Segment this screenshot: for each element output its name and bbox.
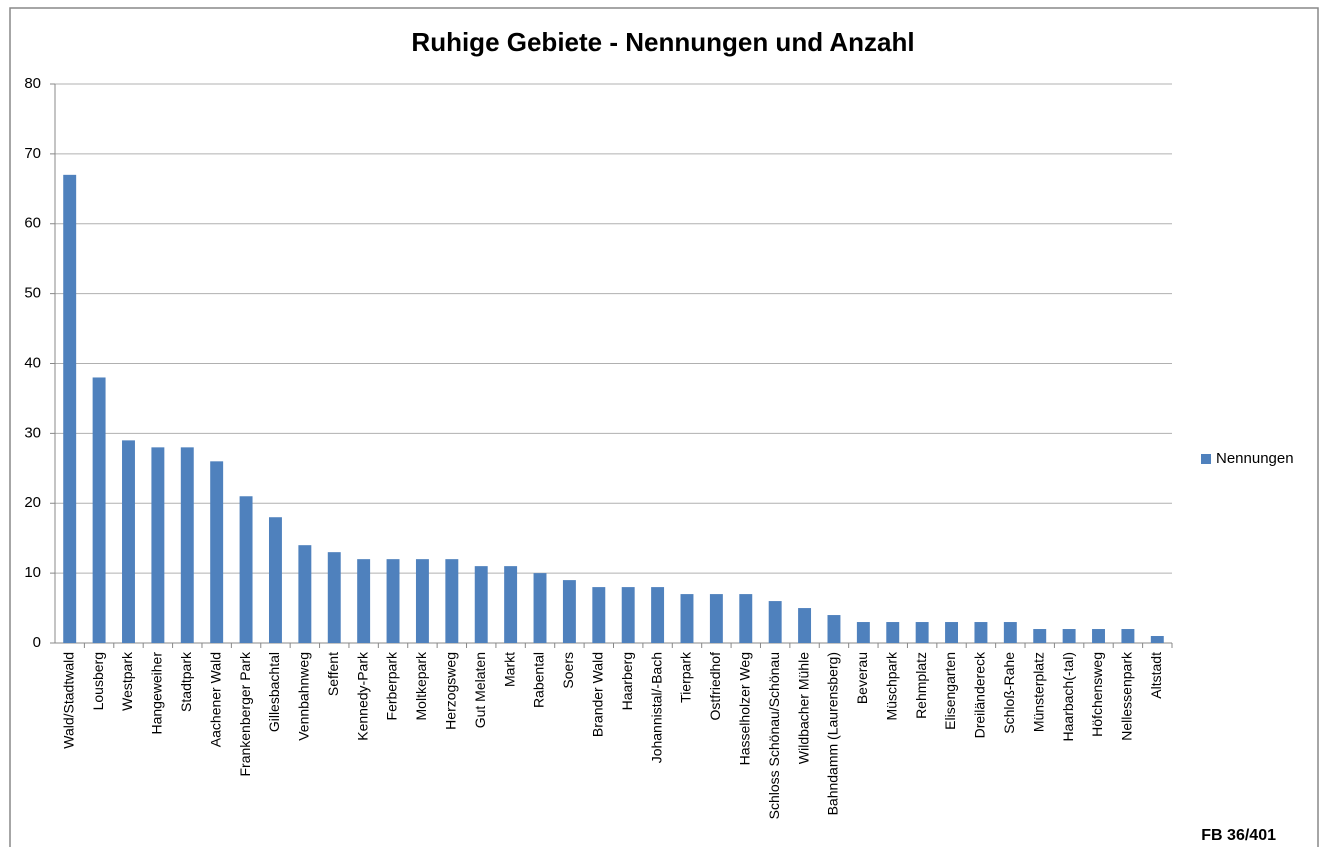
- x-tick-label: Soers: [560, 652, 576, 689]
- x-tick-label: Ferberpark: [384, 651, 400, 720]
- x-tick-label: Hangeweiher: [149, 652, 165, 735]
- x-tick-label: Dreiländereck: [972, 651, 988, 738]
- x-tick-label: Moltkepark: [413, 651, 429, 720]
- bar: [827, 615, 841, 643]
- bar: [856, 622, 870, 643]
- bar: [415, 559, 429, 643]
- bar: [180, 447, 194, 643]
- bar: [1150, 636, 1164, 643]
- x-tick-label: Höfchensweg: [1089, 652, 1105, 737]
- bar: [886, 622, 900, 643]
- x-tick-label: Münsterplatz: [1030, 652, 1046, 732]
- bar: [651, 587, 665, 643]
- x-tick-label: Aachener Wald: [207, 652, 223, 747]
- legend-label: Nennungen: [1216, 450, 1294, 467]
- bar: [327, 552, 341, 643]
- y-tick-label: 0: [33, 634, 41, 651]
- bar: [680, 594, 694, 643]
- y-tick-label: 60: [24, 215, 41, 232]
- y-tick-label: 80: [24, 75, 41, 92]
- footer: FB 36/401: [1201, 827, 1276, 844]
- x-tick-label: Ostfriedhof: [707, 652, 723, 721]
- bar: [386, 559, 400, 643]
- x-tick-label: Elisengarten: [942, 652, 958, 730]
- x-tick-label: Bahndamm (Laurensberg): [825, 652, 841, 815]
- x-tick-label: Schloß-Rahe: [1001, 652, 1017, 734]
- bar: [562, 580, 576, 643]
- x-tick-label: Schloss Schönau/Schönau: [766, 652, 782, 819]
- bar: [915, 622, 929, 643]
- y-tick-label: 40: [24, 354, 41, 371]
- x-tick-label: Hasselholzer Weg: [736, 652, 752, 765]
- bar: [592, 587, 606, 643]
- x-tick-label: Wald/Stadtwald: [60, 652, 76, 749]
- chart-frame: [9, 7, 1319, 847]
- x-tick-label: Kennedy-Park: [354, 651, 370, 741]
- bar: [122, 440, 135, 643]
- bar: [798, 608, 812, 643]
- bar: [709, 594, 723, 643]
- bar: [739, 594, 753, 643]
- legend-swatch: [1201, 454, 1211, 464]
- bar: [504, 566, 518, 643]
- x-tick-label: Markt: [501, 652, 517, 687]
- bar: [1121, 629, 1135, 643]
- x-tick-label: Rehmplatz: [913, 652, 929, 719]
- bar: [621, 587, 635, 643]
- bar: [151, 447, 165, 643]
- bar: [63, 174, 77, 643]
- bar: [210, 461, 224, 643]
- bar: [768, 601, 782, 643]
- x-tick-label: Wildbacher Mühle: [795, 652, 811, 764]
- bar: [474, 566, 488, 643]
- bar: [1092, 629, 1105, 643]
- bar: [445, 559, 459, 643]
- bar: [357, 559, 371, 643]
- y-tick-label: 50: [24, 285, 41, 302]
- x-tick-label: Gillesbachtal: [266, 652, 282, 732]
- x-tick-label: Tierpark: [678, 651, 694, 703]
- bar: [974, 622, 988, 643]
- x-tick-label: Haarberg: [619, 652, 635, 710]
- y-tick-label: 70: [24, 145, 41, 162]
- x-tick-label: Müschpark: [883, 651, 899, 720]
- x-tick-label: Vennbahnweg: [296, 652, 312, 741]
- x-tick-label: Rabental: [531, 652, 547, 708]
- bar: [533, 573, 547, 643]
- y-tick-label: 10: [24, 564, 41, 581]
- bar: [239, 496, 253, 643]
- x-tick-label: Brander Wald: [590, 652, 606, 737]
- x-tick-label: Herzogsweg: [443, 652, 459, 730]
- x-tick-label: Gut Melaten: [472, 652, 488, 728]
- x-tick-label: Johannistal/-Bach: [648, 652, 664, 763]
- x-tick-label: Haarbach(-tal): [1060, 652, 1076, 741]
- x-tick-label: Beverau: [854, 652, 870, 704]
- x-tick-label: Nellessenpark: [1119, 651, 1135, 741]
- bar: [945, 622, 959, 643]
- bar: [298, 545, 312, 643]
- bar: [1003, 622, 1017, 643]
- x-tick-label: Stadtpark: [178, 651, 194, 712]
- chart-title: Ruhige Gebiete - Nennungen und Anzahl: [411, 27, 914, 57]
- x-tick-label: Frankenberger Park: [237, 651, 253, 777]
- y-tick-label: 20: [24, 494, 41, 511]
- x-tick-label: Altstadt: [1148, 652, 1164, 699]
- y-tick-label: 30: [24, 424, 41, 441]
- x-tick-label: Westpark: [119, 651, 135, 711]
- x-tick-label: Lousberg: [90, 652, 106, 710]
- bar: [1062, 629, 1076, 643]
- x-tick-label: Seffent: [325, 652, 341, 696]
- bar: [92, 377, 106, 643]
- bar: [268, 517, 282, 643]
- bar: [1033, 629, 1047, 643]
